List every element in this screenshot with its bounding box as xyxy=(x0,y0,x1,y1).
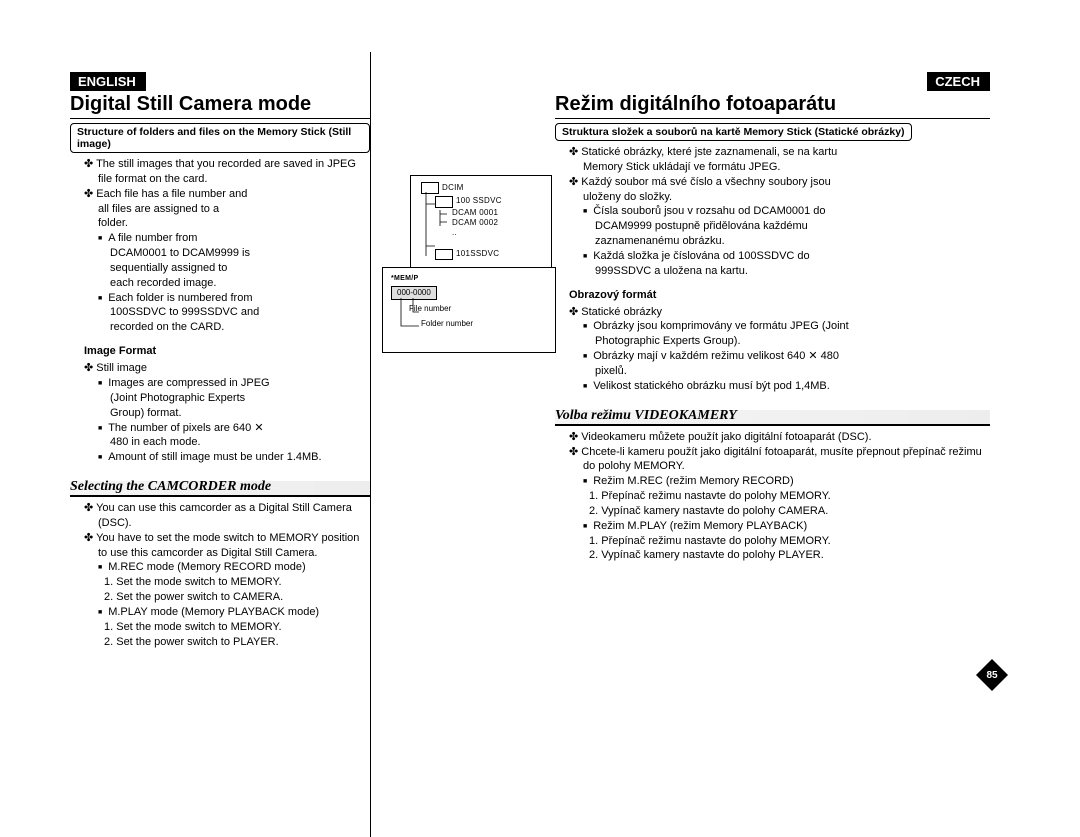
section-heading-left: Selecting the CAMCORDER mode xyxy=(70,479,370,497)
manual-page: ENGLISH Digital Still Camera mode Struct… xyxy=(70,72,986,642)
page-number-badge: 85 xyxy=(976,659,1008,691)
tree-label: 100 SSDVC xyxy=(456,196,502,206)
body-text: 2. Set the power switch to PLAYER. xyxy=(70,635,370,650)
body-text: M.PLAY mode (Memory PLAYBACK mode) xyxy=(70,605,370,620)
tree-connectors-icon xyxy=(415,182,455,258)
tree-label: DCAM 0001 xyxy=(452,208,498,218)
body-text: Images are compressed in JPEG (Joint Pho… xyxy=(70,376,370,421)
body-text: Still image xyxy=(70,361,370,376)
body-text: Each folder is numbered from 100SSDVC to… xyxy=(70,291,370,336)
tree-label: DCAM 0002 xyxy=(452,218,498,228)
lcd-figure: *MEM/P 000-0000 File number Folder numbe… xyxy=(382,267,556,353)
center-divider xyxy=(370,52,371,837)
left-title: Digital Still Camera mode xyxy=(70,93,370,119)
lcd-connectors-icon xyxy=(391,288,421,338)
body-text: 2. Set the power switch to CAMERA. xyxy=(70,590,370,605)
body-text: You can use this camcorder as a Digital … xyxy=(70,501,370,531)
page-number: 85 xyxy=(976,659,1008,691)
body-text: Amount of still image must be under 1.4M… xyxy=(70,450,370,465)
body-text: The number of pixels are 640 ✕ 480 in ea… xyxy=(70,421,370,451)
tree-label: 101SSDVC xyxy=(456,249,499,259)
folder-tree-figure: DCIM 100 SSDVC DCAM 0001 DCAM 0002 .. 10… xyxy=(410,175,552,271)
lcd-title: *MEM/P xyxy=(391,274,551,283)
lcd-label: Folder number xyxy=(421,319,473,329)
body-text: M.REC mode (Memory RECORD mode) xyxy=(70,560,370,575)
middle-column: DCIM 100 SSDVC DCAM 0001 DCAM 0002 .. 10… xyxy=(370,72,685,642)
body-text: 1. Set the mode switch to MEMORY. xyxy=(70,620,370,635)
lang-tag-english: ENGLISH xyxy=(70,72,146,91)
left-column: ENGLISH Digital Still Camera mode Struct… xyxy=(70,72,370,642)
left-subtitle: Structure of folders and files on the Me… xyxy=(70,123,370,153)
body-text: Each file has a file number and all file… xyxy=(70,187,370,232)
subhead-image-format: Image Format xyxy=(84,345,370,357)
body-text: A file number from DCAM0001 to DCAM9999 … xyxy=(70,231,370,290)
body-text: The still images that you recorded are s… xyxy=(70,157,370,187)
right-column-spacer xyxy=(685,72,985,642)
body-text: 1. Set the mode switch to MEMORY. xyxy=(70,575,370,590)
body-text: You have to set the mode switch to MEMOR… xyxy=(70,531,370,561)
